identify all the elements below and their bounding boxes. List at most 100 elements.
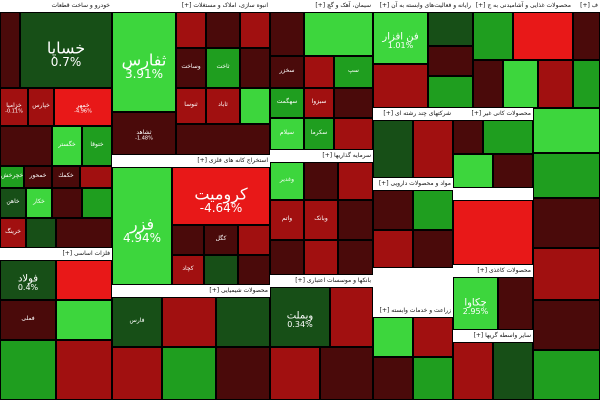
- stock-tile[interactable]: سخزر: [270, 56, 304, 88]
- sector-header[interactable]: محصولات کانی غیر [+]: [453, 108, 533, 120]
- stock-tile[interactable]: [238, 225, 270, 255]
- stock-tile[interactable]: [473, 12, 513, 60]
- stock-tile[interactable]: [270, 347, 320, 400]
- stock-tile[interactable]: وبانک: [304, 200, 338, 240]
- stock-tile[interactable]: [334, 118, 373, 150]
- stock-tile[interactable]: [52, 188, 82, 218]
- stock-tile[interactable]: [428, 12, 473, 46]
- stock-tile[interactable]: [330, 287, 373, 347]
- stock-tile[interactable]: [373, 120, 413, 178]
- stock-tile[interactable]: ثشاهد -1.48%: [112, 112, 176, 155]
- stock-tile[interactable]: خگستر: [52, 126, 82, 166]
- stock-tile[interactable]: [304, 162, 338, 200]
- stock-tile[interactable]: [240, 12, 270, 48]
- stock-tile[interactable]: [206, 12, 240, 48]
- stock-tile[interactable]: ثفارس 3.91%: [112, 12, 176, 112]
- stock-tile[interactable]: [538, 60, 573, 108]
- stock-tile[interactable]: [176, 12, 206, 48]
- stock-tile[interactable]: [204, 255, 238, 285]
- sector-header[interactable]: استخراج کانه های فلزی [+]: [112, 155, 270, 167]
- stock-tile[interactable]: [573, 12, 600, 60]
- stock-tile[interactable]: [56, 300, 112, 340]
- sector-header[interactable]: محصولات شیمیایی [+]: [112, 285, 270, 297]
- stock-tile[interactable]: [304, 12, 373, 56]
- stock-tile[interactable]: [56, 340, 112, 400]
- stock-tile[interactable]: [304, 56, 334, 88]
- stock-tile[interactable]: [413, 317, 453, 357]
- stock-tile[interactable]: وغدیر: [270, 162, 304, 200]
- stock-tile[interactable]: فملی: [0, 300, 56, 340]
- sector-header[interactable]: شرکتهای چند رشته ای [+]: [373, 108, 453, 120]
- sector-header[interactable]: انبوه سازی، املاک و مستغلات [+]: [112, 0, 270, 12]
- stock-tile[interactable]: خمحور: [24, 166, 52, 188]
- stock-tile[interactable]: چکاوا 2.95%: [453, 277, 498, 330]
- stock-tile[interactable]: [533, 248, 600, 300]
- sector-header[interactable]: ف [+]: [573, 0, 600, 12]
- stock-tile[interactable]: [493, 154, 533, 188]
- stock-tile[interactable]: سهگمت: [270, 88, 304, 118]
- stock-tile[interactable]: [483, 120, 533, 154]
- stock-tile[interactable]: خكمك: [52, 166, 80, 188]
- stock-tile[interactable]: فولاد 0.4%: [0, 260, 56, 300]
- stock-tile[interactable]: [498, 277, 533, 330]
- stock-tile[interactable]: [80, 166, 112, 188]
- stock-tile[interactable]: [338, 200, 373, 240]
- stock-tile[interactable]: فارس: [112, 297, 162, 347]
- stock-tile[interactable]: [453, 154, 493, 188]
- stock-tile[interactable]: [270, 12, 304, 56]
- stock-tile[interactable]: [453, 342, 493, 400]
- stock-tile[interactable]: [338, 240, 373, 275]
- stock-tile[interactable]: خرينگ: [0, 218, 26, 248]
- stock-tile[interactable]: سكرما: [304, 118, 334, 150]
- sector-header[interactable]: سیمان، آهک و گچ [+]: [270, 0, 373, 12]
- stock-tile[interactable]: [373, 190, 413, 230]
- stock-tile[interactable]: کچاد: [172, 255, 204, 285]
- stock-tile[interactable]: [533, 198, 600, 248]
- stock-tile[interactable]: خاهن: [0, 188, 26, 218]
- stock-tile[interactable]: ختوقا: [82, 126, 112, 166]
- stock-tile[interactable]: [176, 124, 270, 155]
- stock-tile[interactable]: [428, 46, 473, 76]
- stock-tile[interactable]: [473, 60, 503, 108]
- sector-header[interactable]: فلزات اساسی [+]: [0, 248, 112, 260]
- stock-tile[interactable]: کرومیت -4.64%: [172, 167, 270, 225]
- stock-tile[interactable]: ثنوسا: [176, 88, 206, 124]
- stock-tile[interactable]: [304, 240, 338, 275]
- sector-header[interactable]: زراعت و خدمات وابسته [+]: [373, 305, 453, 317]
- stock-tile[interactable]: [413, 190, 453, 230]
- stock-tile[interactable]: [428, 76, 473, 108]
- stock-tile[interactable]: [334, 88, 373, 118]
- stock-tile[interactable]: [238, 255, 270, 285]
- sector-header[interactable]: سایر واسطه گریها [+]: [453, 330, 533, 342]
- stock-tile[interactable]: [240, 88, 270, 124]
- stock-tile[interactable]: واتم: [270, 200, 304, 240]
- stock-tile[interactable]: سبزوا: [304, 88, 334, 118]
- stock-tile[interactable]: ثاخت: [206, 48, 240, 88]
- stock-tile[interactable]: [413, 120, 453, 178]
- sector-header[interactable]: خودرو و ساخت قطعات: [0, 0, 112, 12]
- stock-tile[interactable]: [338, 162, 373, 200]
- stock-tile[interactable]: [373, 64, 428, 108]
- stock-tile[interactable]: خچرخش: [0, 166, 24, 188]
- stock-tile[interactable]: [503, 60, 538, 108]
- sector-header[interactable]: بانکها و موسسات اعتباری [+]: [270, 275, 373, 287]
- stock-tile[interactable]: [413, 357, 453, 400]
- stock-tile[interactable]: [373, 317, 413, 357]
- sector-header[interactable]: محصولات غذایی و آشامیدنی به ج [+]: [473, 0, 573, 12]
- stock-tile[interactable]: [533, 300, 600, 350]
- sector-header[interactable]: محصولات کاغذی [+]: [453, 265, 533, 277]
- stock-tile[interactable]: وبملت 0.34%: [270, 287, 330, 347]
- stock-tile[interactable]: [413, 230, 453, 268]
- stock-tile[interactable]: [56, 218, 112, 248]
- stock-tile[interactable]: [320, 347, 373, 400]
- stock-tile[interactable]: خكار: [26, 188, 52, 218]
- stock-tile[interactable]: [162, 297, 216, 347]
- stock-tile[interactable]: وساخت: [176, 48, 206, 88]
- stock-tile[interactable]: [0, 340, 56, 400]
- stock-tile[interactable]: [453, 200, 533, 265]
- stock-tile[interactable]: فن افزار 1.01%: [373, 12, 428, 64]
- stock-tile[interactable]: [373, 230, 413, 268]
- stock-tile[interactable]: ثاباد: [206, 88, 240, 124]
- sector-header[interactable]: مواد و محصولات دارویی [+]: [373, 178, 453, 190]
- stock-tile[interactable]: فزر 4.94%: [112, 167, 172, 285]
